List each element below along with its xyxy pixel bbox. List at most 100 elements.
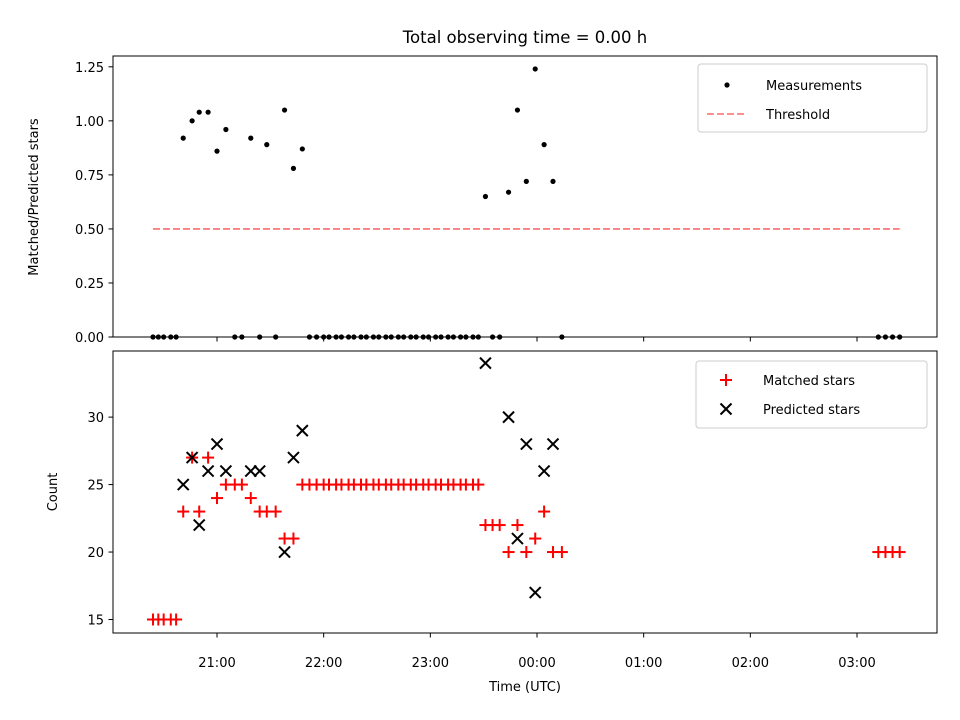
- top-x-ticks: [216, 337, 858, 342]
- bottom-y-tick-label: 25: [87, 479, 104, 494]
- figure-title: Total observing time = 0.00 h: [402, 28, 647, 47]
- legend-matched-label: Matched stars: [763, 374, 855, 389]
- measurement-point: [214, 148, 220, 154]
- measurement-point: [264, 142, 270, 148]
- predicted-star-point: [177, 478, 190, 491]
- predicted-star-point: [511, 532, 524, 545]
- top-y-tick-label: 0.75: [75, 169, 104, 184]
- legend-measurements-label: Measurements: [766, 79, 862, 94]
- legend-cross-glyph: [719, 402, 733, 416]
- legend-threshold-label: Threshold: [765, 108, 830, 123]
- measurement-point: [299, 146, 305, 152]
- measurement-point: [281, 107, 288, 113]
- legend-matched-marker: [720, 374, 732, 386]
- measurement-point: [180, 135, 186, 141]
- predicted-star-point: [287, 451, 300, 464]
- bottom-y-ticks: 15 20 25 30: [87, 411, 113, 629]
- predicted-star-point: [278, 545, 291, 559]
- bottom-panel: 15 20 25 30 21:00 22:00 23:00 00:00 01:00 02:00 0…: [46, 350, 938, 695]
- measurement-point: [514, 107, 521, 113]
- legend-plus-glyph: [720, 374, 732, 386]
- matched-star-point: [538, 505, 551, 518]
- predicted-star-point: [219, 464, 233, 478]
- legend-predicted-label: Predicted stars: [763, 403, 860, 418]
- bottom-y-tick-label: 20: [87, 546, 104, 561]
- matched-star-point: [177, 505, 190, 518]
- top-legend-box: [697, 63, 928, 133]
- matched-star-point: [555, 546, 568, 559]
- predicted-star-point: [479, 356, 492, 370]
- bottom-legend-box: [695, 360, 928, 429]
- matched-star-point: [893, 546, 906, 559]
- x-tick-label: 02:00: [732, 656, 769, 671]
- matched-star-point: [235, 478, 248, 491]
- measurement-point: [223, 126, 229, 133]
- matched-star-point: [529, 532, 542, 545]
- measurement-point: [196, 109, 202, 115]
- measurement-point: [541, 142, 547, 148]
- x-tick-label: 00:00: [518, 656, 555, 671]
- top-y-axis-label: Matched/Predicted stars: [27, 118, 42, 276]
- predicted-star-point: [210, 437, 224, 451]
- matched-star-point: [502, 546, 515, 559]
- predicted-star-point: [520, 437, 533, 451]
- matched-star-point: [511, 519, 524, 532]
- matched-star-point: [269, 505, 282, 518]
- bottom-y-tick-label: 15: [87, 614, 104, 629]
- predicted-star-point: [185, 451, 199, 464]
- measurement-point: [523, 178, 529, 184]
- matched-star-point: [170, 613, 183, 626]
- matched-stars-points: [147, 451, 906, 626]
- predicted-star-point: [193, 518, 206, 532]
- matched-star-point: [520, 546, 533, 559]
- matched-star-point: [287, 532, 300, 545]
- predicted-star-point: [201, 464, 215, 478]
- matched-star-point: [493, 519, 506, 532]
- x-tick-label: 21:00: [198, 656, 235, 671]
- top-y-tick-label: 1.00: [75, 115, 104, 130]
- x-tick-label: 22:00: [305, 656, 342, 671]
- matched-star-point: [244, 492, 257, 505]
- matched-star-point: [472, 478, 485, 491]
- predicted-star-point: [253, 464, 266, 478]
- legend-measurements-marker: [724, 82, 730, 88]
- predicted-star-point: [296, 424, 309, 437]
- bottom-x-ticks: 21:00 22:00 23:00 00:00 01:00 02:00 03:00: [198, 633, 876, 671]
- x-tick-label: 23:00: [412, 656, 449, 671]
- predicted-stars-points: [177, 356, 560, 599]
- top-y-tick-label: 1.25: [75, 61, 104, 76]
- predicted-star-point: [537, 464, 551, 478]
- top-axes-frame: [112, 55, 938, 338]
- measurement-point: [482, 193, 489, 200]
- measurement-point: [505, 189, 512, 195]
- matched-star-point: [202, 451, 215, 464]
- legend-predicted-marker: [719, 402, 733, 416]
- measurement-point: [205, 109, 211, 115]
- bottom-y-axis-label: Count: [46, 473, 61, 512]
- predicted-star-point: [529, 586, 542, 599]
- top-y-tick-label: 0.00: [75, 331, 104, 346]
- top-panel: 0.00 0.25 0.50 0.75 1.00 1.25 Matched/Predict…: [27, 55, 938, 346]
- measurement-point: [532, 66, 538, 72]
- top-y-tick-label: 0.25: [75, 277, 104, 292]
- x-axis-label: Time (UTC): [488, 680, 561, 695]
- predicted-star-point: [546, 437, 560, 451]
- x-tick-label: 03:00: [838, 656, 875, 671]
- measurement-points: [150, 66, 903, 340]
- bottom-y-tick-label: 30: [87, 411, 104, 426]
- predicted-star-point: [502, 410, 515, 424]
- top-y-tick-label: 0.50: [75, 223, 104, 238]
- matched-star-point: [211, 492, 223, 505]
- x-tick-label: 01:00: [625, 656, 662, 671]
- bottom-axes-frame: [112, 350, 938, 634]
- matched-star-point: [193, 505, 206, 518]
- bottom-legend: Matched stars Predicted stars: [695, 360, 928, 429]
- measurement-point: [248, 135, 254, 141]
- measurement-point: [550, 178, 556, 184]
- predicted-star-point: [244, 464, 257, 478]
- top-y-ticks: 0.00 0.25 0.50 0.75 1.00 1.25: [75, 61, 113, 346]
- measurement-point: [290, 165, 297, 171]
- measurement-point: [189, 118, 195, 124]
- top-legend: Measurements Threshold: [697, 63, 928, 133]
